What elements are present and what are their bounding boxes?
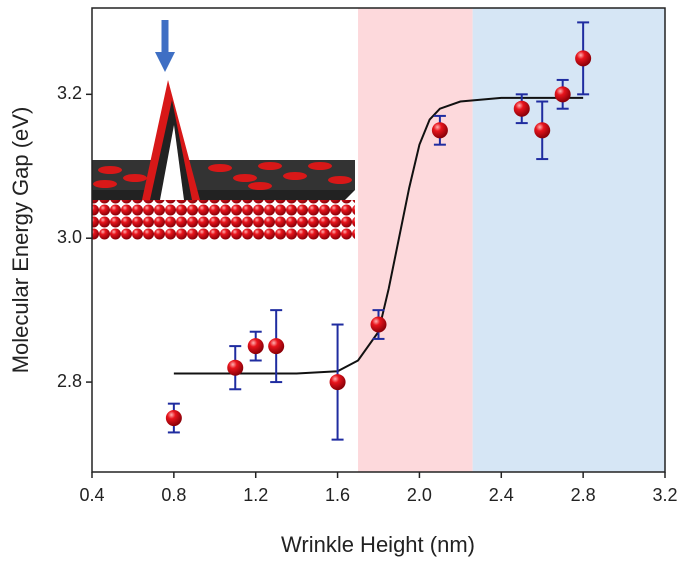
x-tick-label: 0.8: [161, 485, 186, 505]
y-tick-label: 2.8: [57, 371, 82, 391]
x-tick-label: 2.4: [489, 485, 514, 505]
data-point: [534, 122, 551, 139]
x-tick-label: 1.6: [325, 485, 350, 505]
y-tick-label: 3.2: [57, 83, 82, 103]
data-point: [165, 410, 182, 427]
data-point: [268, 338, 285, 355]
molecules: [93, 162, 352, 190]
inset-illustration: [92, 20, 355, 240]
x-axis-title: Wrinkle Height (nm): [281, 532, 475, 557]
data-point: [227, 359, 244, 376]
regions: [358, 8, 665, 472]
data-point: [575, 50, 592, 67]
x-tick-label: 3.2: [652, 485, 677, 505]
plot-frame: [91, 7, 666, 473]
x-tick-label: 0.4: [79, 485, 104, 505]
x-tick-label: 2.0: [407, 485, 432, 505]
wrinkle-void: [160, 125, 184, 200]
shaded-region: [358, 8, 473, 472]
fit-line: [173, 96, 584, 375]
y-tick-label: 3.0: [57, 227, 82, 247]
data-point: [329, 374, 346, 391]
plot: 0.4 0.8 1.2 1.6 2.0 2.4 2.8 3.2 2.8 3.0 3.2: [57, 21, 678, 505]
x-tick-label: 1.2: [243, 485, 268, 505]
graphene-layer: [92, 190, 355, 200]
data-point: [370, 316, 387, 333]
substrate-atoms: [92, 200, 355, 240]
arrow-head: [155, 52, 175, 72]
data-point: [247, 338, 264, 355]
data-point: [513, 100, 530, 117]
x-tick-label: 2.8: [571, 485, 596, 505]
data-point: [554, 86, 571, 103]
data-point: [431, 122, 448, 139]
shaded-region: [472, 8, 665, 472]
y-axis-title: Molecular Energy Gap (eV): [8, 107, 33, 374]
